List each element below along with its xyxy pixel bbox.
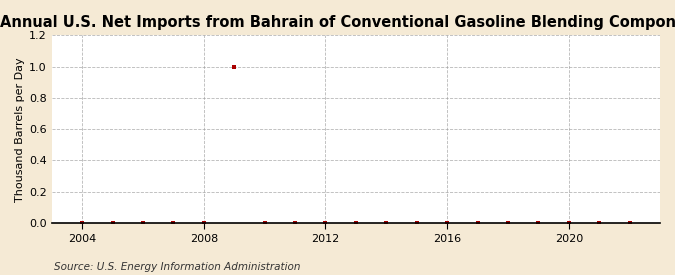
Y-axis label: Thousand Barrels per Day: Thousand Barrels per Day <box>15 57 25 202</box>
Title: Annual U.S. Net Imports from Bahrain of Conventional Gasoline Blending Component: Annual U.S. Net Imports from Bahrain of … <box>0 15 675 30</box>
Text: Source: U.S. Energy Information Administration: Source: U.S. Energy Information Administ… <box>54 262 300 272</box>
